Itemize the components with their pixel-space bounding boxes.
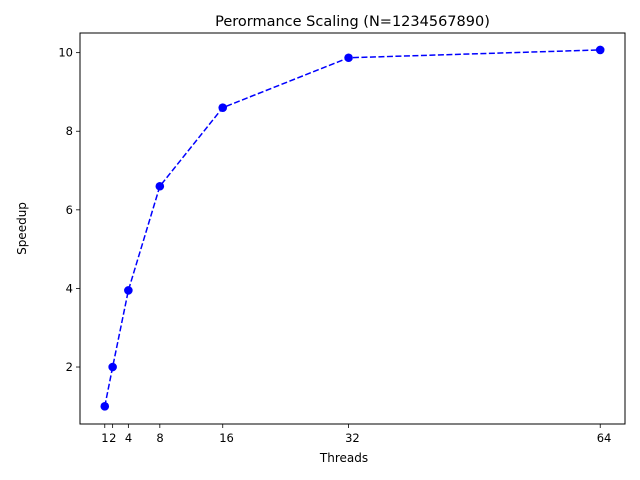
x-tick-label: 2 (109, 431, 116, 445)
x-tick-label: 64 (597, 431, 612, 445)
y-tick-label: 6 (66, 203, 73, 217)
x-tick-label: 8 (156, 431, 163, 445)
x-tick-label: 16 (219, 431, 234, 445)
y-axis-label: Speedup (15, 202, 29, 255)
y-tick-label: 2 (66, 360, 73, 374)
y-tick-label: 10 (58, 46, 73, 60)
data-point (100, 402, 110, 411)
chart-title: Perormance Scaling (N=1234567890) (215, 14, 490, 30)
plot-background (80, 33, 625, 424)
data-point (344, 53, 353, 63)
y-axis-ticks: 2 4 6 8 10 (58, 46, 80, 374)
x-axis-ticks: 1 2 4 8 16 32 64 (101, 424, 611, 445)
y-tick-label: 8 (66, 124, 73, 138)
data-point (124, 286, 133, 295)
x-tick-label: 1 (101, 431, 108, 445)
data-point (108, 362, 117, 372)
x-axis-label: Threads (319, 451, 368, 465)
data-point (218, 103, 228, 112)
data-point (155, 181, 165, 191)
y-tick-label: 4 (66, 281, 73, 295)
x-tick-label: 4 (125, 431, 132, 445)
x-tick-label: 32 (345, 431, 360, 445)
plot-frame (79, 32, 626, 425)
series-layer (100, 45, 605, 411)
data-point (595, 45, 605, 55)
